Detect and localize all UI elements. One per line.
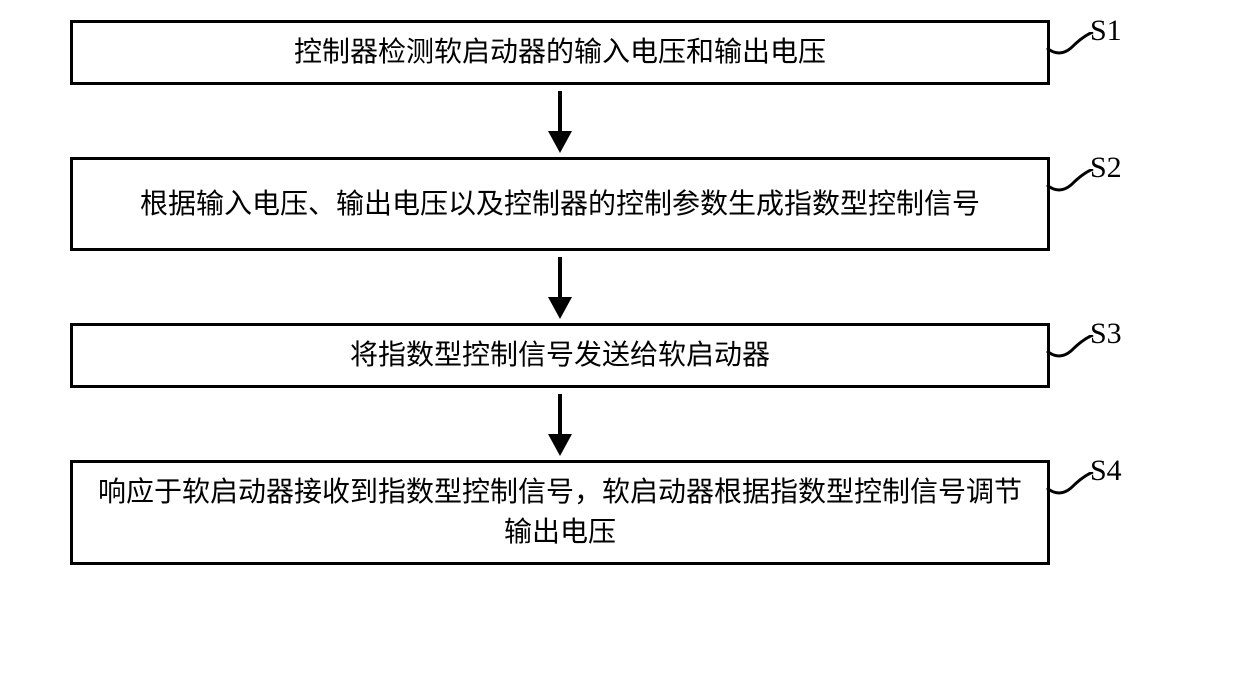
step-text: 响应于软启动器接收到指数型控制信号，软启动器根据指数型控制信号调节输出电压 [93, 473, 1027, 551]
connector-curve-s1 [1045, 32, 1095, 58]
flowchart-container: 控制器检测软启动器的输入电压和输出电压 S1 根据输入电压、输出电压以及控制器的… [70, 20, 1170, 565]
connector-curve-s4 [1045, 472, 1095, 498]
step-row-s4: 响应于软启动器接收到指数型控制信号，软启动器根据指数型控制信号调节输出电压 S4 [70, 460, 1170, 564]
arrow-s3-s4 [70, 388, 1050, 460]
step-label-s4: S4 [1090, 454, 1122, 488]
step-label-s1: S1 [1090, 14, 1122, 48]
step-box-s2: 根据输入电压、输出电压以及控制器的控制参数生成指数型控制信号 [70, 157, 1050, 251]
arrow-head-icon [548, 434, 572, 456]
step-text: 将指数型控制信号发送给软启动器 [350, 336, 770, 375]
step-row-s2: 根据输入电压、输出电压以及控制器的控制参数生成指数型控制信号 S2 [70, 157, 1170, 251]
arrow-head-icon [548, 297, 572, 319]
step-row-s1: 控制器检测软启动器的输入电压和输出电压 S1 [70, 20, 1170, 85]
step-row-s3: 将指数型控制信号发送给软启动器 S3 [70, 323, 1170, 388]
step-label-s2: S2 [1090, 151, 1122, 185]
arrow-head-icon [548, 131, 572, 153]
arrow-line [558, 257, 562, 301]
arrow-s1-s2 [70, 85, 1050, 157]
connector-curve-s2 [1045, 169, 1095, 195]
arrow-line [558, 394, 562, 438]
step-box-s3: 将指数型控制信号发送给软启动器 [70, 323, 1050, 388]
arrow-line [558, 91, 562, 135]
arrow-s2-s3 [70, 251, 1050, 323]
step-box-s4: 响应于软启动器接收到指数型控制信号，软启动器根据指数型控制信号调节输出电压 [70, 460, 1050, 564]
step-text: 根据输入电压、输出电压以及控制器的控制参数生成指数型控制信号 [140, 185, 980, 224]
connector-curve-s3 [1045, 335, 1095, 361]
step-label-s3: S3 [1090, 317, 1122, 351]
step-text: 控制器检测软启动器的输入电压和输出电压 [294, 33, 826, 72]
step-box-s1: 控制器检测软启动器的输入电压和输出电压 [70, 20, 1050, 85]
